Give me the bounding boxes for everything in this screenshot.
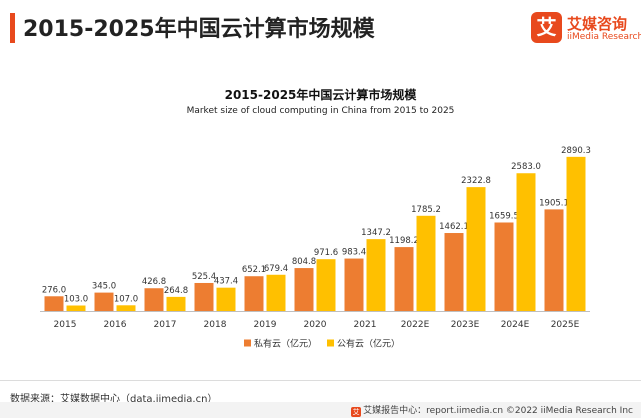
public-cloud-bar (166, 296, 186, 311)
private-cloud-value-label: 1905.1 (539, 198, 569, 208)
private-cloud-value-label: 1462.1 (439, 222, 469, 232)
x-tick-label: 2015 (54, 320, 77, 330)
data-source: 数据来源：艾媒数据中心（data.iimedia.cn） (10, 394, 218, 405)
private-cloud-bar (244, 276, 264, 311)
public-cloud-value-label: 1347.2 (361, 228, 391, 238)
private-cloud-value-label: 345.0 (92, 282, 116, 292)
public-cloud-value-label: 2890.3 (561, 146, 591, 156)
footer-credit: 艾艾媒报告中心：report.iimedia.cn ©2022 iiMedia … (351, 403, 633, 417)
public-cloud-bar (266, 274, 286, 311)
page-title: 2015-2025年中国云计算市场规模 (23, 17, 375, 42)
x-tick-label: 2021 (354, 320, 377, 330)
x-tick-label: 2020 (304, 320, 327, 330)
public-cloud-bar (116, 305, 136, 311)
title-accent-bar (10, 13, 15, 43)
footer-logo-icon: 艾 (351, 407, 362, 417)
public-cloud-value-label: 103.0 (64, 295, 88, 305)
x-tick-label: 2022E (401, 320, 430, 330)
private-cloud-bar (94, 292, 114, 311)
logo-en-text: iiMedia Research (567, 32, 641, 42)
private-cloud-value-label: 983.4 (342, 248, 366, 258)
x-tick-label: 2024E (501, 320, 530, 330)
public-cloud-bar (66, 305, 86, 311)
public-cloud-value-label: 1785.2 (411, 205, 441, 215)
public-cloud-value-label: 264.8 (164, 286, 188, 296)
x-tick-label: 2023E (451, 320, 480, 330)
logo-mark-icon: 艾 (531, 12, 562, 43)
public-cloud-bar (366, 239, 386, 311)
public-cloud-bar (216, 287, 236, 311)
iimedia-logo: 艾 艾媒咨询 iiMedia Research (531, 12, 641, 48)
private-cloud-bar (194, 282, 214, 311)
x-tick-label: 2018 (204, 320, 227, 330)
public-cloud-value-label: 107.0 (114, 294, 138, 304)
private-cloud-bar (44, 296, 64, 311)
private-cloud-bar (344, 258, 364, 311)
public-cloud-value-label: 437.4 (214, 277, 238, 287)
private-cloud-bar (294, 268, 314, 311)
chart-title: 2015-2025年中国云计算市场规模 (224, 88, 417, 102)
x-tick-label: 2019 (254, 320, 277, 330)
private-cloud-value-label: 426.8 (142, 277, 166, 287)
public-cloud-value-label: 2583.0 (511, 162, 541, 172)
private-cloud-value-label: 1198.2 (389, 236, 419, 246)
private-cloud-bar (444, 233, 464, 311)
footer-band (0, 402, 641, 418)
x-tick-label: 2016 (104, 320, 127, 330)
x-tick-label: 2017 (154, 320, 177, 330)
private-cloud-bar (394, 247, 414, 311)
public-cloud-bar (566, 156, 586, 311)
private-cloud-bar (144, 288, 164, 311)
public-cloud-bar (516, 173, 536, 311)
footer-divider (0, 380, 641, 381)
x-tick-label: 2025E (551, 320, 580, 330)
public-cloud-bar (466, 187, 486, 311)
private-cloud-value-label: 652.1 (242, 265, 266, 275)
public-cloud-value-label: 2322.8 (461, 176, 491, 186)
footer-credit-text: 艾媒报告中心：report.iimedia.cn ©2022 iiMedia R… (363, 406, 633, 416)
private-cloud-value-label: 804.8 (292, 257, 316, 267)
public-cloud-bar (316, 259, 336, 311)
legend-swatch-private (244, 339, 251, 347)
public-cloud-bar (416, 215, 436, 311)
legend-label-public: 公有云（亿元） (337, 338, 400, 350)
private-cloud-value-label: 525.4 (192, 272, 216, 282)
private-cloud-bar (494, 222, 514, 311)
legend-swatch-public (327, 339, 334, 347)
public-cloud-value-label: 679.4 (264, 264, 288, 274)
private-cloud-value-label: 276.0 (42, 285, 66, 295)
logo-cn-text: 艾媒咨询 (567, 15, 628, 33)
chart-subtitle: Market size of cloud computing in China … (186, 106, 455, 116)
private-cloud-bar (544, 209, 564, 311)
legend-label-private: 私有云（亿元） (254, 338, 317, 350)
private-cloud-value-label: 1659.5 (489, 211, 519, 221)
public-cloud-value-label: 971.6 (314, 248, 338, 258)
